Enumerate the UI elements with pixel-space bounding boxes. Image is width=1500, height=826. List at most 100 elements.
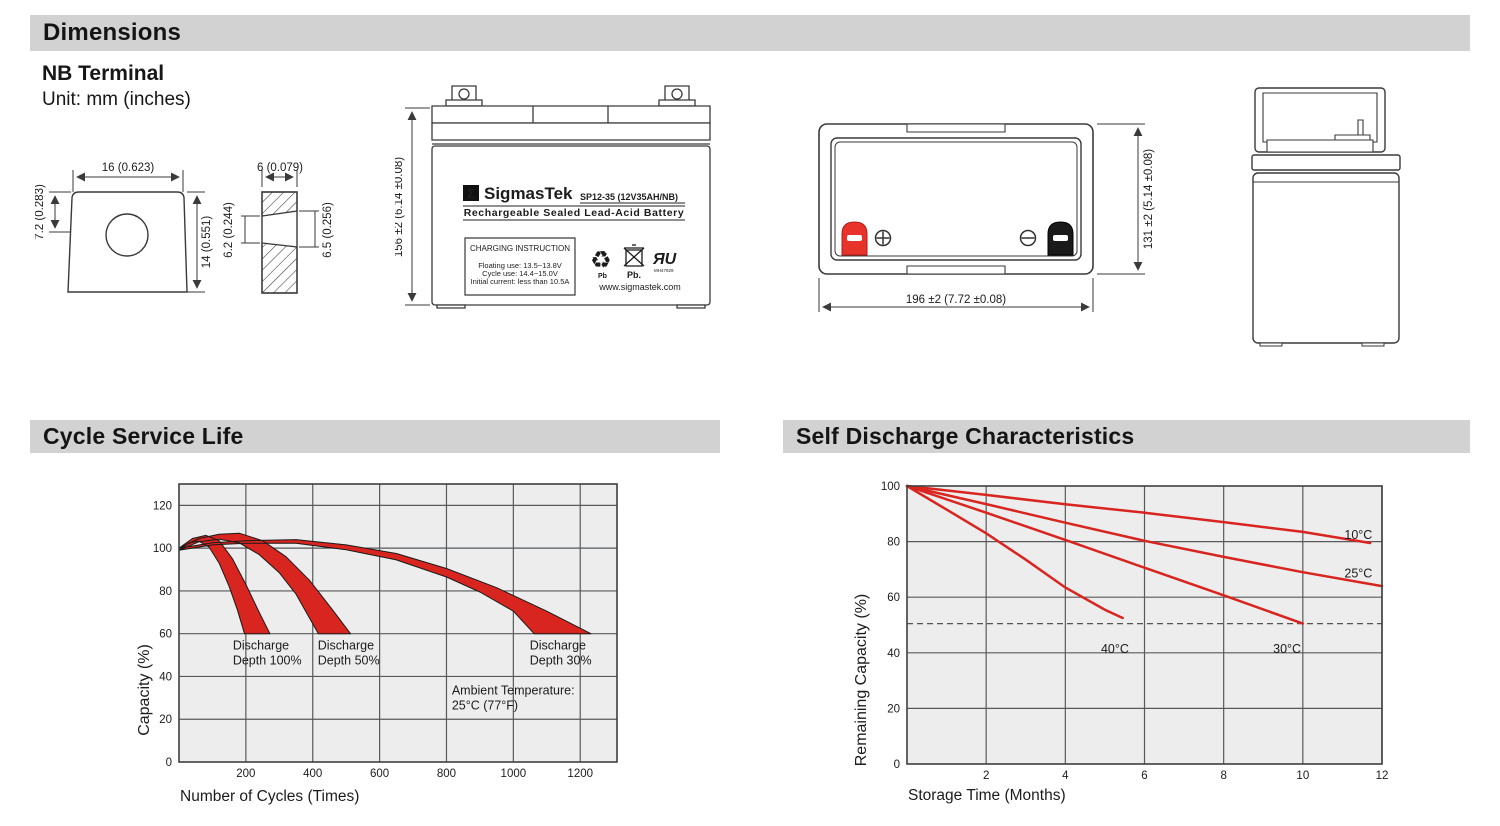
terminal-front-view [68,192,187,292]
self-discharge-header: Self Discharge Characteristics [783,420,1470,453]
negative-marker-icon [1021,231,1036,246]
model-number: SP12-35 (12V35AH/NB) [580,192,678,202]
dim-terminal-slot-right: 6.5 (0.256) [322,202,334,258]
dim-terminal-height: 14 (0.551) [201,216,213,269]
pb-bin-label: Pb. [627,270,641,280]
charging-line-3: Initial current: less than 10.5A [471,277,570,286]
band-fill [179,535,270,634]
positive-marker-icon [876,231,891,246]
series-label: 25°C [1344,567,1372,581]
cycle-chart-y-axis-title: Capacity (%) [136,644,153,736]
plot-border [906,485,1383,765]
sigma-glyph: Σ [467,186,475,201]
dim-terminal-width: 16 (0.623) [102,162,155,174]
tick-labels: 200 400 600 800 1000 1200 0 20 40 60 80 100 120 [153,500,593,780]
top-view-outline [819,124,1093,274]
x-tick-label: 1200 [567,768,593,780]
battery-top-view: 131 ±2 (5.14 ±0.08) 196 ±2 (7.72 ±0.08) [800,105,1155,320]
charging-instruction-box [465,238,575,295]
y-tick-label: 0 [166,757,172,769]
x-tick-label: 8 [1220,770,1226,782]
battery-front-view: 156 ±2 (6.14 ±0.08) Σ SigmasTek SP12-35 … [395,80,730,325]
recycle-icon: ♻ [590,247,612,274]
sigma-logo-icon [463,185,479,201]
y-tick-label: 40 [159,671,172,683]
dim-terminal-thickness: 6 (0.079) [257,162,303,174]
ul-file-number: MH47929 [654,268,674,273]
x-tick-label: 6 [1141,770,1147,782]
dimensions-section-header: Dimensions [30,15,1470,51]
x-tick-label: 800 [437,768,456,780]
self-discharge-chart: 10°C 25°C 30°C 40°C 2 4 6 8 10 12 0 20 40 60 80 100 Rem… [853,481,1389,804]
x-tick-label: 2 [983,770,989,782]
series-label: 40°C [1101,642,1129,656]
positive-terminal-slot [847,235,862,241]
x-tick-label: 600 [370,768,389,780]
y-tick-label: 20 [159,714,172,726]
terminal-detail-drawing: 16 (0.623) 7.2 (0.283) 14 (0.551) 6 (0.0… [35,162,334,330]
series-line [905,484,1305,625]
website-url: www.sigmastek.com [598,282,681,292]
plot-area: 200 400 600 800 1000 1200 0 20 40 60 80 100 120 Disch… [153,483,618,780]
side-view-outline [1252,88,1400,346]
chart-annotation: Discharge Depth 30% [530,639,592,668]
x-tick-label: 200 [236,768,255,780]
x-tick-label: 400 [303,768,322,780]
y-tick-label: 100 [881,481,900,493]
band-outline [178,534,271,635]
dim-battery-width: 196 ±2 (7.72 ±0.08) [906,294,1006,306]
terminal-side-dimensions [241,170,319,247]
series-line [905,484,1372,545]
series-line [905,484,1384,588]
ul-mark-icon: ЯU [652,251,677,268]
dim-terminal-slot-left: 6.2 (0.244) [223,202,235,258]
plot-area: 10°C 25°C 30°C 40°C 2 4 6 8 10 12 0 20 40 60 80 100 [881,481,1389,782]
y-tick-label: 80 [887,537,900,549]
x-tick-label: 4 [1062,770,1069,782]
y-tick-label: 40 [887,648,900,660]
charging-line-1: Floating use: 13.5~13.8V [478,261,562,270]
series-line [905,484,1124,620]
self-discharge-x-axis-title: Storage Time (Months) [908,787,1066,804]
cycle-service-life-header: Cycle Service Life [30,420,720,453]
y-tick-label: 80 [159,586,172,598]
product-label: Σ SigmasTek SP12-35 (12V35AH/NB) Recharg… [463,184,685,295]
y-tick-label: 0 [894,759,900,771]
series-label: 30°C [1273,642,1301,656]
series-label: 10°C [1344,528,1372,542]
nb-terminal-title: NB Terminal [42,62,165,85]
cycle-chart-x-axis-title: Number of Cycles (Times) [180,788,359,805]
unit-note: Unit: mm (inches) [42,89,191,110]
band-fill [179,533,351,634]
charging-line-2: Cycle use: 14.4~15.0V [482,269,558,278]
self-discharge-y-axis-title: Remaining Capacity (%) [853,594,870,767]
pb-recycle-label: Pb [598,273,607,280]
battery-tagline: Rechargeable Sealed Lead-Acid Battery [464,207,685,219]
dim-terminal-upper-height: 7.2 (0.283) [35,184,46,240]
terminal-side-view [262,192,297,293]
dim-battery-depth: 131 ±2 (5.14 ±0.08) [1143,149,1155,249]
cycle-service-life-chart: 200 400 600 800 1000 1200 0 20 40 60 80 100 120 Disch… [136,483,618,805]
terminal-front-dimensions [49,170,205,292]
crossed-bin-icon [624,245,644,266]
y-tick-label: 60 [159,629,172,641]
negative-terminal-slot [1053,235,1068,241]
discharge-band-fills [179,533,591,634]
plot-border [178,483,618,763]
chart-annotation: Discharge Depth 50% [318,639,380,668]
y-tick-label: 60 [887,592,900,604]
x-tick-label: 10 [1296,770,1309,782]
battery-height-dimension [405,108,430,305]
band-fill [179,539,591,634]
x-tick-label: 12 [1376,770,1389,782]
chart-annotation: Discharge Depth 100% [233,639,302,668]
band-outline [178,532,351,635]
battery-side-view [1240,85,1405,360]
x-tick-label: 1000 [501,768,527,780]
top-view-dimensions [819,124,1145,312]
band-outline [178,539,592,635]
charging-title: CHARGING INSTRUCTION [470,244,570,253]
chart-annotation: Ambient Temperature: 25°C (77°F) [452,684,575,713]
gridlines [179,484,617,762]
